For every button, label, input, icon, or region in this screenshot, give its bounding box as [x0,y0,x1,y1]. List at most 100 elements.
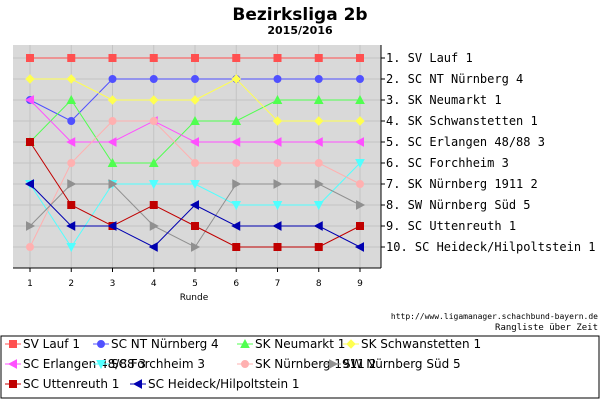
data-point [24,95,34,105]
data-point [107,221,117,231]
data-point [149,54,158,62]
x-tick-label: 7 [275,279,281,289]
data-point [189,137,199,147]
legend-item: SC NT Nürnberg 4 [93,337,219,351]
data-point [189,200,199,210]
data-point [67,54,76,62]
chart-subtitle: 2015/2016 [267,24,333,37]
data-point [108,117,117,125]
x-tick-label: 3 [110,279,116,289]
data-point [272,137,282,147]
data-point [191,159,199,167]
x-tick-label: 1 [27,279,33,289]
data-point [356,200,366,210]
series [25,74,365,126]
data-point [66,221,76,231]
data-point [191,54,199,62]
legend-item: SC Heideck/Hilpoltstein 1 [130,377,300,391]
data-point [232,54,241,62]
data-point [190,95,200,105]
data-point [356,180,364,188]
legend-item: SK Neumarkt 1 [237,337,345,351]
data-point [313,221,323,231]
series [26,179,366,252]
legend-item: SV Lauf 1 [5,337,80,351]
data-point [272,116,283,126]
data-point [231,201,242,211]
data-point [149,117,158,125]
data-point [24,179,34,189]
data-point [231,74,241,84]
data-point [314,243,323,251]
series [24,179,364,252]
data-point [314,75,323,83]
source-url: http://www.ligamanager.schachbund-bayern… [391,312,598,321]
legend-label: SK Neumarkt 1 [255,337,345,351]
rank-label: 1. SV Lauf 1 [386,51,473,65]
data-point [66,137,76,147]
data-point [148,242,158,252]
data-point [231,137,241,147]
rank-label: 4. SK Schwanstetten 1 [386,114,538,128]
data-point [148,180,159,190]
data-point [149,201,158,209]
legend-item: SK Schwanstetten 1 [343,337,481,351]
rank-label: 2. SC NT Nürnberg 4 [386,72,523,86]
data-point [67,117,76,125]
data-point [355,116,365,126]
legend-item: SK Nürnberg 1911 2 [237,357,376,371]
rank-label: 6. SC Forchheim 3 [386,156,509,170]
data-point [149,75,158,83]
legend-marker [346,339,356,349]
data-point [191,75,199,83]
data-point [67,159,76,167]
data-point [313,201,324,211]
data-point [232,179,242,189]
legend-item: SC Forchheim 3 [93,357,205,371]
legend-marker [7,359,17,369]
data-point [66,243,77,253]
rank-label: 5. SC Erlangen 48/88 3 [386,135,545,149]
data-point [149,95,159,105]
x-tick-label: 6 [233,279,239,289]
data-point [149,221,159,231]
data-point [108,75,117,83]
data-point [191,242,201,252]
rank-label: 10. SC Heideck/Hilpoltstein 1 [386,240,596,254]
x-tick-label: 2 [68,279,74,289]
legend-item: SC Uttenreuth 1 [5,377,119,391]
data-point [354,137,364,147]
data-point [273,159,282,167]
x-tick-label: 4 [151,279,157,289]
data-point [354,242,364,252]
legend-marker [132,379,142,389]
data-point [148,157,159,167]
data-point [190,180,200,190]
series [26,54,364,62]
data-point [272,94,283,104]
data-point [190,115,200,125]
data-point [231,221,241,231]
legend-marker [240,338,250,348]
rank-label: 3. SK Neumarkt 1 [386,93,502,107]
data-point [356,54,364,62]
data-point [67,201,76,209]
x-tick-label: 5 [192,279,198,289]
data-point [232,243,241,251]
data-point [272,221,282,231]
rank-label: 7. SK Nürnberg 1911 2 [386,177,538,191]
legend-marker [97,340,105,348]
data-point [67,179,77,189]
rank-label: 9. SC Uttenreuth 1 [386,219,516,233]
legend-marker [241,360,249,368]
data-point [272,201,283,211]
legend-label: SC NT Nürnberg 4 [111,337,219,351]
legend-label: SC Heideck/Hilpoltstein 1 [148,377,300,391]
legend-marker [9,340,17,348]
data-point [26,221,36,231]
series-layer [24,54,366,253]
data-point [273,243,282,251]
legend-label: SK Nürnberg 1911 2 [255,357,376,371]
legend-label: SC Forchheim 3 [111,357,205,371]
